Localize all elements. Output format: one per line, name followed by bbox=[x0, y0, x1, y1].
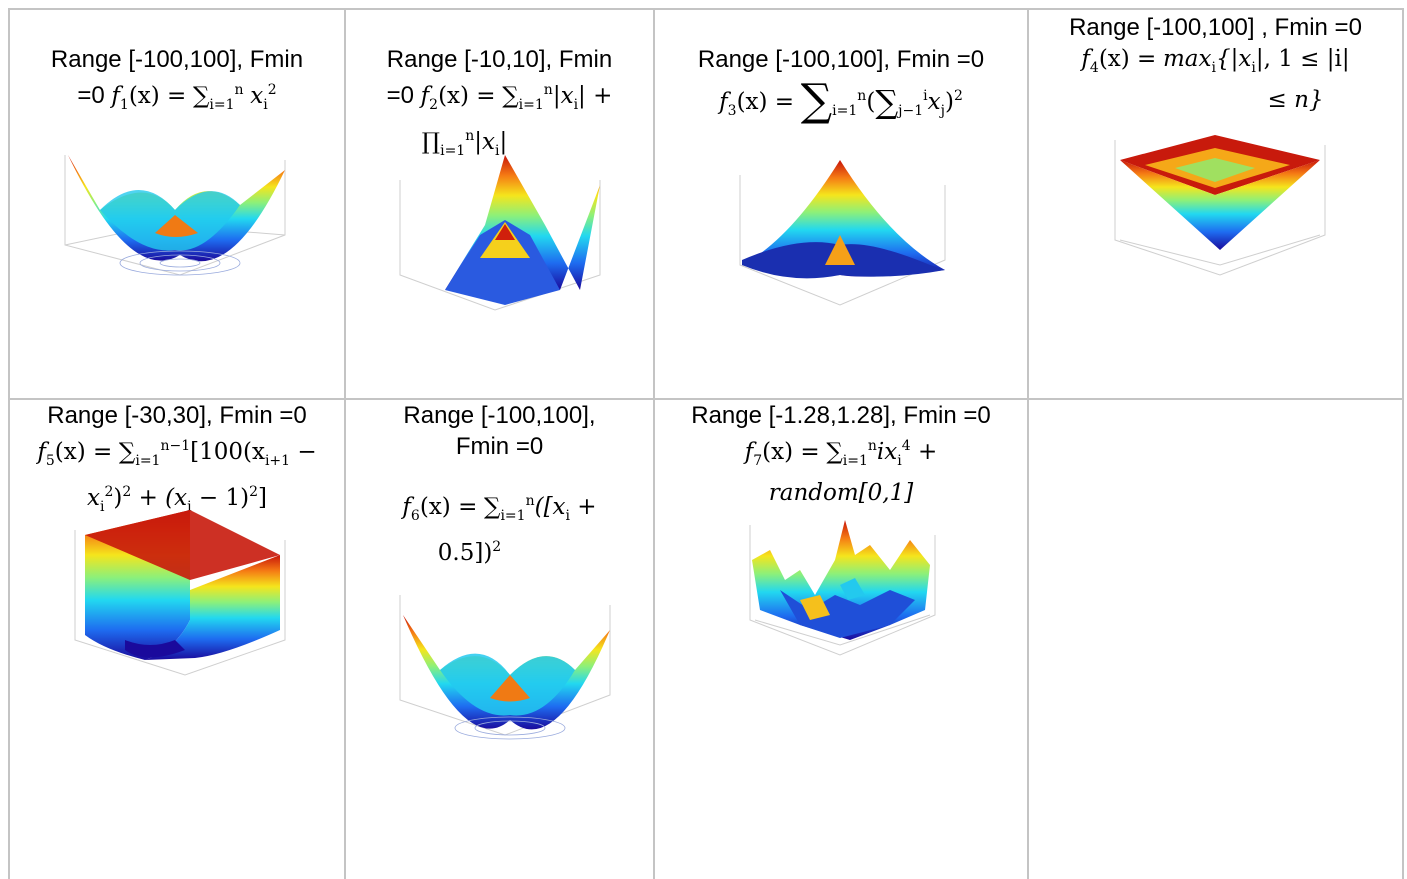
table-cell-f7: Range [-1.28,1.28], Fmin =0 f7(x) = ∑i=1… bbox=[655, 400, 1027, 509]
table-cell-f4: Range [-100,100] , Fmin =0 f4(x) = maxi{… bbox=[1029, 12, 1402, 116]
table-col-divider bbox=[344, 8, 346, 879]
range-label: Range [-100,100], Fmin bbox=[50, 46, 304, 73]
table-cell-f2: Range [-10,10], Fmin =0 f2(x) = ∑i=1n|xi… bbox=[346, 44, 653, 167]
range-label: Range [-100,100], Fmin =0 bbox=[697, 46, 985, 73]
formula-f5: f5(x) = ∑i=1n−1[100(xi+1 − bbox=[37, 438, 317, 469]
table-cell-f3: Range [-100,100], Fmin =0 f3(x) = ∑i=1n(… bbox=[655, 44, 1027, 127]
surface-plot-f5 bbox=[74, 510, 286, 676]
surface-plot-f4 bbox=[1114, 135, 1326, 276]
fmin-value: =0 bbox=[77, 82, 105, 109]
formula-f7: f7(x) = ∑i=1nixi4 + bbox=[744, 438, 938, 469]
fmin-value: Fmin =0 bbox=[455, 433, 544, 460]
table-border-right bbox=[1402, 8, 1404, 879]
table-cell-f1: Range [-100,100], Fmin =0 f1(x) = ∑i=1n … bbox=[10, 44, 344, 121]
range-label: Range [-30,30], Fmin =0 bbox=[47, 402, 307, 429]
formula-f4: f4(x) = maxi{|xi|, 1 ≤ |i| bbox=[1081, 46, 1350, 76]
surface-plot-f1 bbox=[64, 155, 286, 276]
table-col-divider bbox=[1027, 8, 1029, 879]
surface-plot-f2 bbox=[399, 155, 601, 311]
fmin-value: =0 bbox=[386, 82, 414, 109]
table-border-left bbox=[8, 8, 10, 879]
range-label: Range [-1.28,1.28], Fmin =0 bbox=[691, 402, 991, 429]
surface-plot-f7 bbox=[749, 520, 936, 656]
table-cell-f5: Range [-30,30], Fmin =0 f5(x) = ∑i=1n−1[… bbox=[10, 400, 344, 523]
formula-f5-line2: xi2)2 + (xi − 1)2] bbox=[86, 483, 268, 515]
range-label: Range [-100,100], bbox=[403, 402, 596, 429]
formula-f1: =0 f1(x) = ∑i=1n xi2 bbox=[77, 82, 277, 113]
formula-f2-line2: ∏i=1n|xi| bbox=[421, 127, 508, 159]
formula-f2: =0 f2(x) = ∑i=1n|xi| + bbox=[386, 82, 613, 113]
table-cell-f6: Range [-100,100], Fmin =0 f6(x) = ∑i=1n(… bbox=[346, 400, 653, 569]
formula-f7-line2: random[0,1] bbox=[768, 479, 914, 506]
formula-f4-line2: ≤ n} bbox=[1267, 86, 1324, 113]
surface-plot-f6 bbox=[399, 595, 611, 740]
formula-f6: f6(x) = ∑i=1n([xi + bbox=[402, 493, 597, 524]
table-row-divider bbox=[8, 398, 1404, 400]
table-col-divider bbox=[653, 8, 655, 879]
range-label: Range [-10,10], Fmin bbox=[386, 46, 613, 73]
formula-f6-line2: 0.5])2 bbox=[437, 538, 502, 566]
formula-f3: f3(x) = ∑i=1n(∑j−1ixj)2 bbox=[719, 75, 963, 126]
range-label: Range [-100,100] , Fmin =0 bbox=[1069, 14, 1362, 41]
table-border-top bbox=[8, 8, 1404, 10]
surface-plot-f3 bbox=[739, 160, 946, 306]
